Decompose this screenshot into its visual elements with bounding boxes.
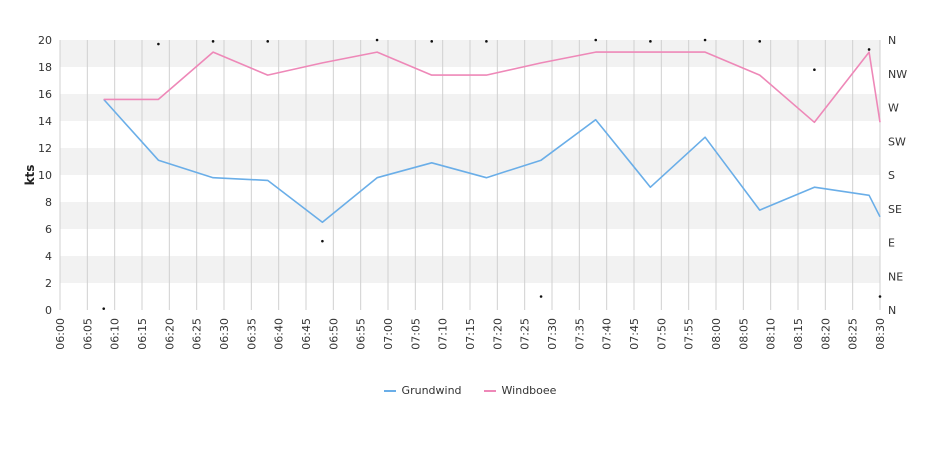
x-tick-label: 06:45 xyxy=(300,318,313,350)
y-tick-label: 6 xyxy=(45,223,52,236)
x-tick-label: 08:15 xyxy=(792,318,805,350)
y-tick-label: 14 xyxy=(38,115,52,128)
direction-tick-label: N xyxy=(888,34,896,47)
direction-point xyxy=(867,48,871,51)
series-line-windboee xyxy=(103,51,881,124)
x-tick-label: 07:20 xyxy=(491,318,504,350)
direction-tick-label: S xyxy=(888,169,895,182)
x-tick-label: 06:00 xyxy=(54,318,67,350)
x-tick-label: 08:30 xyxy=(874,318,887,350)
direction-point xyxy=(321,239,324,243)
x-tick-label: 07:40 xyxy=(601,318,614,350)
y-axis-title: kts xyxy=(23,165,37,186)
direction-tick-label: E xyxy=(888,237,895,250)
vertical-gridlines xyxy=(59,40,881,310)
direction-point xyxy=(758,40,762,43)
direction-point xyxy=(594,38,598,42)
direction-point xyxy=(703,38,707,42)
x-tick-label: 07:50 xyxy=(655,318,668,350)
direction-point xyxy=(102,307,106,310)
y-tick-label: 2 xyxy=(45,277,52,290)
x-tick-label: 06:35 xyxy=(245,318,258,350)
y-tick-label: 20 xyxy=(38,34,52,47)
direction-tick-label: SE xyxy=(888,203,902,216)
y-tick-label: 0 xyxy=(45,304,52,317)
y-tick-label: 8 xyxy=(45,196,52,209)
legend: Grundwind Windboee xyxy=(0,384,940,397)
legend-item-windboee[interactable]: Windboee xyxy=(483,384,557,397)
x-tick-label: 08:10 xyxy=(765,318,778,350)
x-tick-label: 07:55 xyxy=(683,318,696,350)
legend-swatch-grundwind xyxy=(383,389,396,392)
direction-point xyxy=(649,40,652,43)
x-tick-label: 06:10 xyxy=(109,318,122,350)
x-axis-ticks: 06:00 06:05 06:10 06:15 06:20 06:25 06:30 06:35… xyxy=(54,318,887,350)
series-line-grundwind xyxy=(103,98,881,224)
x-tick-label: 07:10 xyxy=(437,318,450,350)
x-tick-label: 06:25 xyxy=(191,318,204,350)
legend-label-windboee: Windboee xyxy=(501,384,557,397)
direction-point xyxy=(266,40,270,43)
x-tick-label: 07:45 xyxy=(628,318,641,350)
direction-tick-label: NE xyxy=(888,270,903,283)
legend-swatch-windboee xyxy=(483,389,496,392)
direction-tick-label: W xyxy=(888,102,899,115)
direction-point xyxy=(485,40,488,43)
direction-tick-label: N xyxy=(888,304,896,317)
direction-point xyxy=(539,295,543,298)
x-tick-label: 06:40 xyxy=(273,318,286,350)
direction-point xyxy=(211,40,215,43)
x-tick-label: 07:30 xyxy=(546,318,559,350)
x-tick-label: 07:35 xyxy=(573,318,586,350)
x-tick-label: 06:30 xyxy=(218,318,231,350)
x-tick-label: 06:20 xyxy=(163,318,176,350)
direction-tick-label: NW xyxy=(888,68,907,81)
x-tick-label: 07:05 xyxy=(409,318,422,350)
x-tick-label: 08:20 xyxy=(819,318,832,350)
direction-axis-ticks: N NE E SE S SW W NW N xyxy=(888,34,907,317)
direction-point xyxy=(375,38,379,42)
x-tick-label: 07:00 xyxy=(382,318,395,350)
x-tick-label: 08:25 xyxy=(847,318,860,350)
legend-item-grundwind[interactable]: Grundwind xyxy=(383,384,462,397)
direction-points xyxy=(102,38,882,310)
series-lines xyxy=(103,51,881,224)
direction-point xyxy=(430,40,434,43)
y-tick-label: 18 xyxy=(38,61,52,74)
legend-label-grundwind: Grundwind xyxy=(401,384,462,397)
direction-tick-label: SW xyxy=(888,135,906,148)
y-tick-label: 16 xyxy=(38,88,52,101)
direction-point xyxy=(878,295,882,298)
y-tick-label: 4 xyxy=(45,250,52,263)
direction-point xyxy=(813,68,816,71)
x-tick-label: 07:15 xyxy=(464,318,477,350)
x-tick-label: 06:50 xyxy=(327,318,340,350)
x-tick-label: 08:00 xyxy=(710,318,723,350)
x-tick-label: 07:25 xyxy=(519,318,532,350)
y-tick-label: 10 xyxy=(38,169,52,182)
y-axis-ticks: 0 2 4 6 8 10 12 14 16 18 20 xyxy=(38,34,52,317)
direction-point xyxy=(157,42,160,46)
x-tick-label: 06:05 xyxy=(81,318,94,350)
x-tick-label: 06:55 xyxy=(355,318,368,350)
y-tick-label: 12 xyxy=(38,142,52,155)
x-tick-label: 06:15 xyxy=(136,318,149,350)
x-tick-label: 08:05 xyxy=(737,318,750,350)
